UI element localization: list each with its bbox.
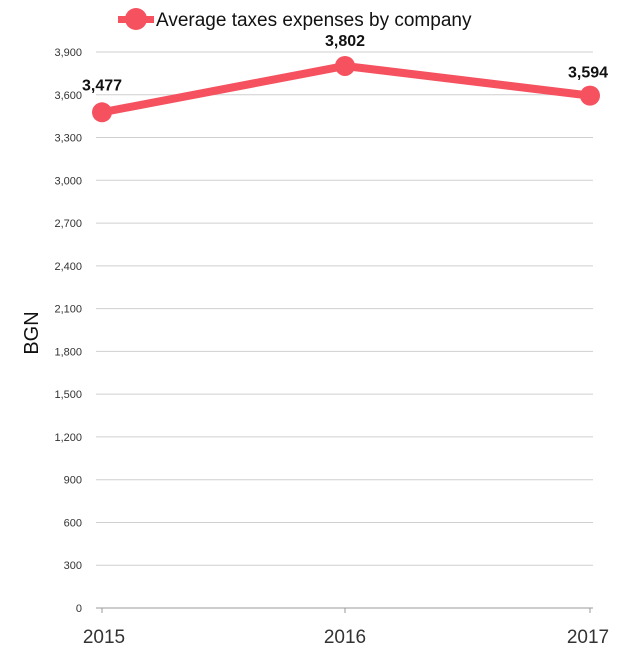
legend: Average taxes expenses by company bbox=[118, 8, 472, 31]
legend-marker-icon bbox=[125, 8, 147, 30]
data-point bbox=[92, 102, 112, 123]
y-tick-label: 1,800 bbox=[54, 346, 82, 358]
gridlines bbox=[96, 51, 593, 566]
y-tick-label: 0 bbox=[76, 603, 82, 615]
y-axis-title: BGN bbox=[21, 311, 43, 354]
y-tick-label: 2,700 bbox=[54, 218, 82, 230]
y-tick-label: 2,400 bbox=[54, 261, 82, 273]
data-label: 3,594 bbox=[568, 65, 608, 82]
series-layer bbox=[92, 55, 600, 123]
y-tick-label: 3,600 bbox=[54, 90, 82, 102]
legend-label: Average taxes expenses by company bbox=[156, 10, 472, 31]
y-axis-ticks: 0 300 600 900 1,200 1,500 1,800 2,100 2,400 2,700… bbox=[54, 47, 82, 615]
y-tick-label: 3,900 bbox=[54, 47, 82, 59]
x-tick-label: 2017 bbox=[567, 627, 609, 648]
y-tick-label: 2,100 bbox=[54, 304, 82, 316]
data-point bbox=[580, 85, 600, 106]
y-tick-label: 300 bbox=[64, 560, 82, 572]
data-label: 3,477 bbox=[82, 77, 122, 94]
x-tick-label: 2016 bbox=[324, 627, 366, 648]
y-tick-label: 3,000 bbox=[54, 175, 82, 187]
data-label: 3,802 bbox=[325, 33, 365, 50]
y-tick-label: 1,200 bbox=[54, 432, 82, 444]
data-labels: 3,477 3,802 3,594 bbox=[82, 33, 608, 94]
y-tick-label: 1,500 bbox=[54, 389, 82, 401]
x-tick-label: 2015 bbox=[83, 627, 125, 648]
y-tick-label: 3,300 bbox=[54, 133, 82, 145]
x-axis-ticks: 2015 2016 2017 bbox=[83, 608, 609, 648]
y-tick-label: 600 bbox=[64, 517, 82, 529]
data-point bbox=[335, 55, 355, 76]
y-tick-label: 900 bbox=[64, 475, 82, 487]
